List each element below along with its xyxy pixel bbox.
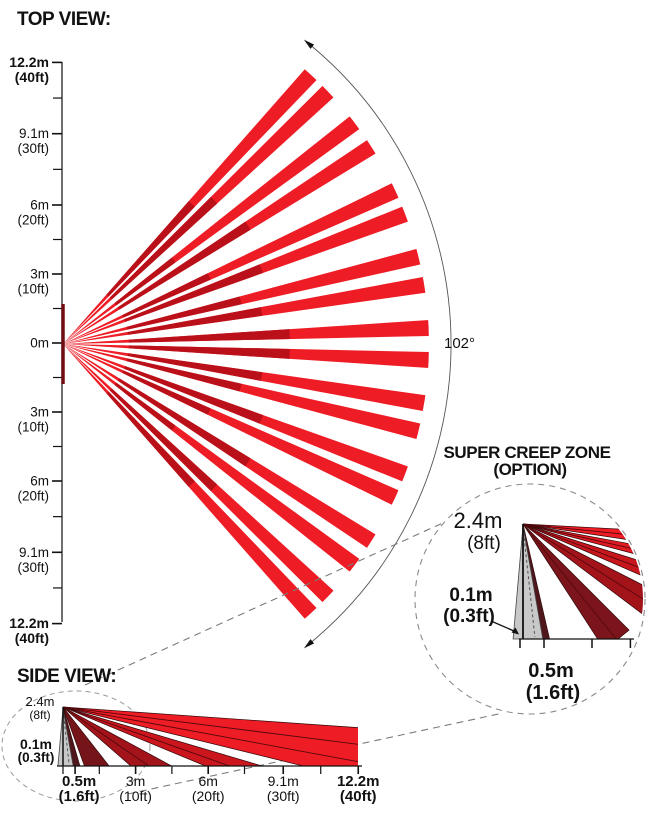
inset-creep-width-ft: (0.3ft) — [443, 606, 495, 627]
axis-tick-label: 3m — [30, 405, 49, 420]
detection-beam-inner — [117, 221, 251, 310]
side-creep-width-ft: (0.3ft) — [18, 750, 55, 765]
creep-pointer-arrow-icon — [511, 627, 519, 635]
top-view-title: TOP VIEW: — [17, 9, 111, 30]
detection-beam — [63, 706, 110, 766]
beam-boundary-line — [63, 706, 358, 745]
detection-beam-inner — [127, 353, 263, 381]
axis-tick-label: (30ft) — [267, 788, 300, 804]
detection-beam-inner — [106, 391, 195, 487]
axis-tick-label: 12.2m — [337, 773, 380, 790]
detection-beam-inner — [122, 273, 211, 318]
detection-beam — [522, 523, 643, 615]
axis-tick-label: 3m — [30, 267, 49, 282]
axis-tick-label: (20ft) — [17, 489, 49, 504]
detection-beam-inner — [124, 366, 264, 424]
inset-floor-dist-m: 0.5m — [528, 660, 574, 682]
detection-beam — [63, 706, 173, 766]
axis-tick-label: (10ft) — [17, 282, 49, 297]
side-view-extras: 0.5m(1.6ft) 3m(10ft) 6m(20ft) 9.1m(30ft) 12.… — [57, 707, 380, 805]
detection-beam — [63, 706, 264, 766]
axis-tick-label: 0.5m — [62, 773, 96, 790]
detection-beam-inner — [127, 307, 263, 335]
axis-tick-label: (40ft) — [340, 788, 377, 805]
axis-tick-label: (20ft) — [17, 213, 49, 228]
inset-beams — [522, 523, 643, 639]
axis-tick-label: 12.2m — [9, 54, 49, 70]
creep-zone-dashed-edge — [522, 526, 536, 638]
axis-tick-label: 0m — [30, 336, 49, 351]
detection-beam-inner — [106, 201, 195, 297]
axis-tick-label: 3m — [126, 773, 145, 789]
axis-tick-label: (40ft) — [15, 630, 49, 646]
axis-tick-label: (10ft) — [17, 420, 49, 435]
creep-zone-dashed-edge — [62, 709, 70, 765]
top-view: TOP VIEW: 12.2m(40ft)9.1m(30ft)6m(20ft)3… — [9, 9, 475, 649]
detection-beam-inner — [109, 388, 218, 492]
beam-boundary-line — [522, 523, 643, 604]
beam-boundary-line — [522, 523, 643, 540]
axis-tick-label: 6m — [30, 198, 49, 213]
side-view-title: SIDE VIEW: — [17, 666, 116, 687]
top-view-beams — [63, 57, 429, 631]
axis-tick-label: (40ft) — [15, 69, 49, 85]
beam-boundary-line — [63, 706, 231, 766]
axis-tick-label: 6m — [30, 474, 49, 489]
axis-tick-label: 9.1m — [19, 126, 49, 141]
side-mount-height-ft: (8ft) — [29, 708, 50, 722]
side-view-dashed-circle — [1, 690, 151, 802]
side-mount-height-m: 2.4m — [26, 694, 55, 709]
arc-arrow-top-icon — [303, 39, 315, 49]
coverage-angle-label: 102° — [444, 335, 475, 352]
inset-creep-width-m: 0.1m — [449, 585, 492, 606]
detection-beam-inner — [128, 329, 290, 343]
axis-tick-label: (1.6ft) — [59, 788, 100, 805]
axis-tick-label: (30ft) — [17, 141, 49, 156]
inset-mount-height-ft: (8ft) — [467, 533, 501, 554]
axis-tick-label: 9.1m — [19, 545, 49, 560]
detection-beam-inner — [122, 370, 211, 415]
beam-boundary-line — [63, 706, 150, 766]
creep-zone-inset: SUPER CREEP ZONE (OPTION) 2.4m (8ft) 0.1… — [414, 443, 646, 715]
side-view: SIDE VIEW: 0.5m(1.6ft) 3m(10ft) 6m(20ft) 9.… — [1, 666, 380, 805]
zoom-connector-line-bottom — [127, 712, 504, 795]
detection-beam-inner — [128, 345, 290, 359]
detection-beam — [63, 706, 358, 766]
detection-beam — [522, 523, 630, 639]
detection-beam-inner — [114, 382, 176, 431]
top-view-ruler: 12.2m(40ft)9.1m(30ft)6m(20ft)3m(10ft)0m3… — [9, 54, 63, 646]
detection-beam-inner — [117, 378, 251, 467]
axis-tick-label: (10ft) — [119, 788, 152, 804]
inset-title-line1: SUPER CREEP ZONE — [443, 443, 610, 462]
inset-dashed-circle — [414, 483, 646, 715]
detection-beam-inner — [126, 296, 242, 330]
detection-beam — [522, 523, 643, 585]
beam-boundary-line — [522, 523, 643, 558]
axis-tick-label: 12.2m — [9, 615, 49, 631]
inset-title-line2: (OPTION) — [493, 460, 566, 479]
inset-extras — [512, 524, 634, 648]
inset-floor-dist-ft: (1.6ft) — [526, 682, 580, 704]
axis-tick-label: 9.1m — [268, 773, 299, 789]
detection-beam-inner — [126, 358, 242, 392]
axis-tick-label: 6m — [198, 773, 217, 789]
detection-beam-inner — [109, 196, 218, 300]
arc-arrow-bottom-icon — [303, 639, 315, 649]
coverage-arc — [310, 45, 452, 643]
inset-mount-height-m: 2.4m — [454, 508, 503, 533]
creep-pointer-line — [490, 620, 515, 632]
detection-beam-inner — [124, 264, 264, 322]
side-view-beams — [63, 706, 358, 766]
axis-tick-label: (20ft) — [192, 788, 225, 804]
axis-tick-label: (30ft) — [17, 560, 49, 575]
zoom-connector-line-top — [84, 521, 446, 686]
beam-boundary-line — [522, 523, 618, 639]
detection-beam-inner — [114, 257, 176, 306]
beam-boundary-line — [63, 706, 358, 763]
side-creep-width-m: 0.1m — [20, 736, 52, 752]
